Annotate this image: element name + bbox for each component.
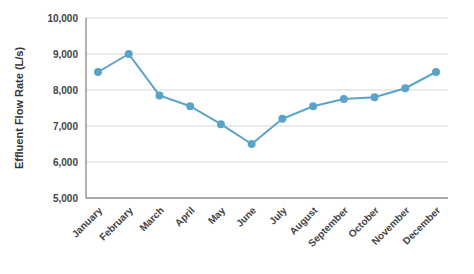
svg-text:Effluent Flow Rate (L/s): Effluent Flow Rate (L/s) (13, 47, 25, 170)
svg-text:9,000: 9,000 (53, 49, 78, 60)
svg-text:March: March (137, 205, 166, 234)
svg-text:8,000: 8,000 (53, 85, 78, 96)
svg-text:April: April (173, 205, 197, 229)
svg-text:6,000: 6,000 (53, 157, 78, 168)
svg-text:September: September (306, 205, 350, 249)
svg-text:7,000: 7,000 (53, 121, 78, 132)
svg-text:May: May (206, 204, 228, 226)
svg-text:November: November (369, 204, 412, 247)
svg-text:August: August (287, 204, 320, 237)
svg-text:October: October (346, 204, 381, 240)
svg-text:January: January (69, 204, 105, 240)
svg-text:July: July (267, 204, 289, 226)
svg-text:February: February (97, 204, 135, 242)
svg-text:5,000: 5,000 (53, 193, 78, 204)
svg-text:December: December (400, 205, 442, 247)
svg-text:June: June (234, 204, 259, 229)
svg-text:10,000: 10,000 (47, 13, 78, 24)
